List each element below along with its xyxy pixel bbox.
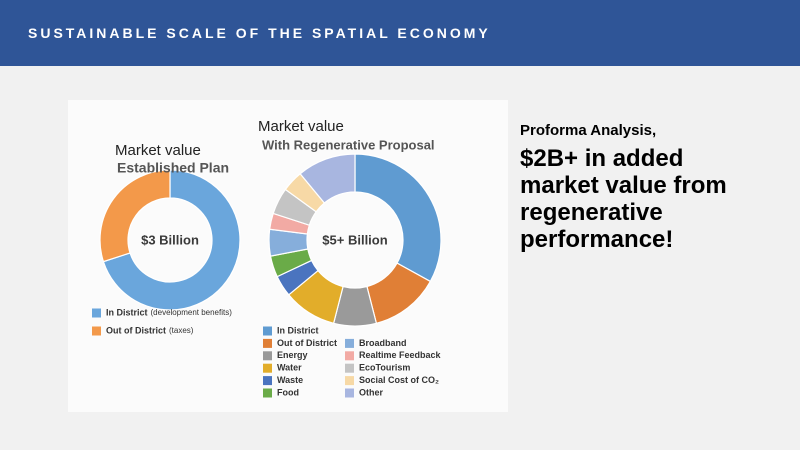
callout-body: $2B+ in added market value from regenera… (520, 145, 727, 253)
legend-label: In District (106, 307, 148, 317)
slide-title: SUSTAINABLE SCALE OF THE SPATIAL ECONOMY (28, 25, 491, 41)
legend-note: (taxes) (169, 326, 194, 335)
legend-swatch (263, 338, 272, 348)
center-label: $3 Billion (141, 232, 199, 247)
legend-label: Realtime Feedback (359, 350, 442, 360)
header-bar: SUSTAINABLE SCALE OF THE SPATIAL ECONOMY (0, 0, 800, 66)
callout: Proforma Analysis, $2B+ in added market … (520, 122, 760, 253)
legend-swatch (263, 351, 272, 361)
legend-swatch (345, 376, 354, 386)
legend-label: Broadband (359, 338, 407, 348)
donut-segment (299, 153, 356, 204)
legend-swatch (345, 388, 354, 398)
donut-segment (102, 169, 241, 311)
legend-swatch (263, 388, 272, 398)
chart-title: With Regenerative Proposal (262, 137, 435, 152)
legend-swatch (263, 376, 272, 386)
legend-label: Waste (277, 375, 303, 385)
legend-label: Water (277, 363, 302, 373)
callout-lead: Proforma Analysis, (520, 122, 657, 139)
chart-label: Market value (258, 118, 344, 135)
legend-swatch (92, 326, 101, 336)
legend-swatch (345, 363, 354, 373)
donut-segment (354, 153, 442, 283)
legend-swatch (345, 338, 354, 348)
legend-swatch (92, 308, 101, 318)
legend-label: Energy (277, 350, 308, 360)
legend-label: EcoTourism (359, 363, 410, 373)
legend-label: In District (277, 325, 319, 335)
legend-label: Food (277, 387, 299, 397)
legend-label: Out of District (106, 325, 166, 335)
chart-title: Established Plan (117, 160, 229, 176)
legend-swatch (263, 326, 272, 336)
legend-label: Social Cost of CO₂ (359, 375, 439, 385)
legend-swatch (345, 351, 354, 361)
legend-label: Out of District (277, 338, 337, 348)
legend-swatch (263, 363, 272, 373)
legend-note: (development benefits) (151, 308, 233, 317)
donut-segment (99, 169, 171, 263)
chart-label: Market value (115, 142, 201, 159)
legend-label: Other (359, 387, 384, 397)
center-label: $5+ Billion (322, 232, 387, 247)
